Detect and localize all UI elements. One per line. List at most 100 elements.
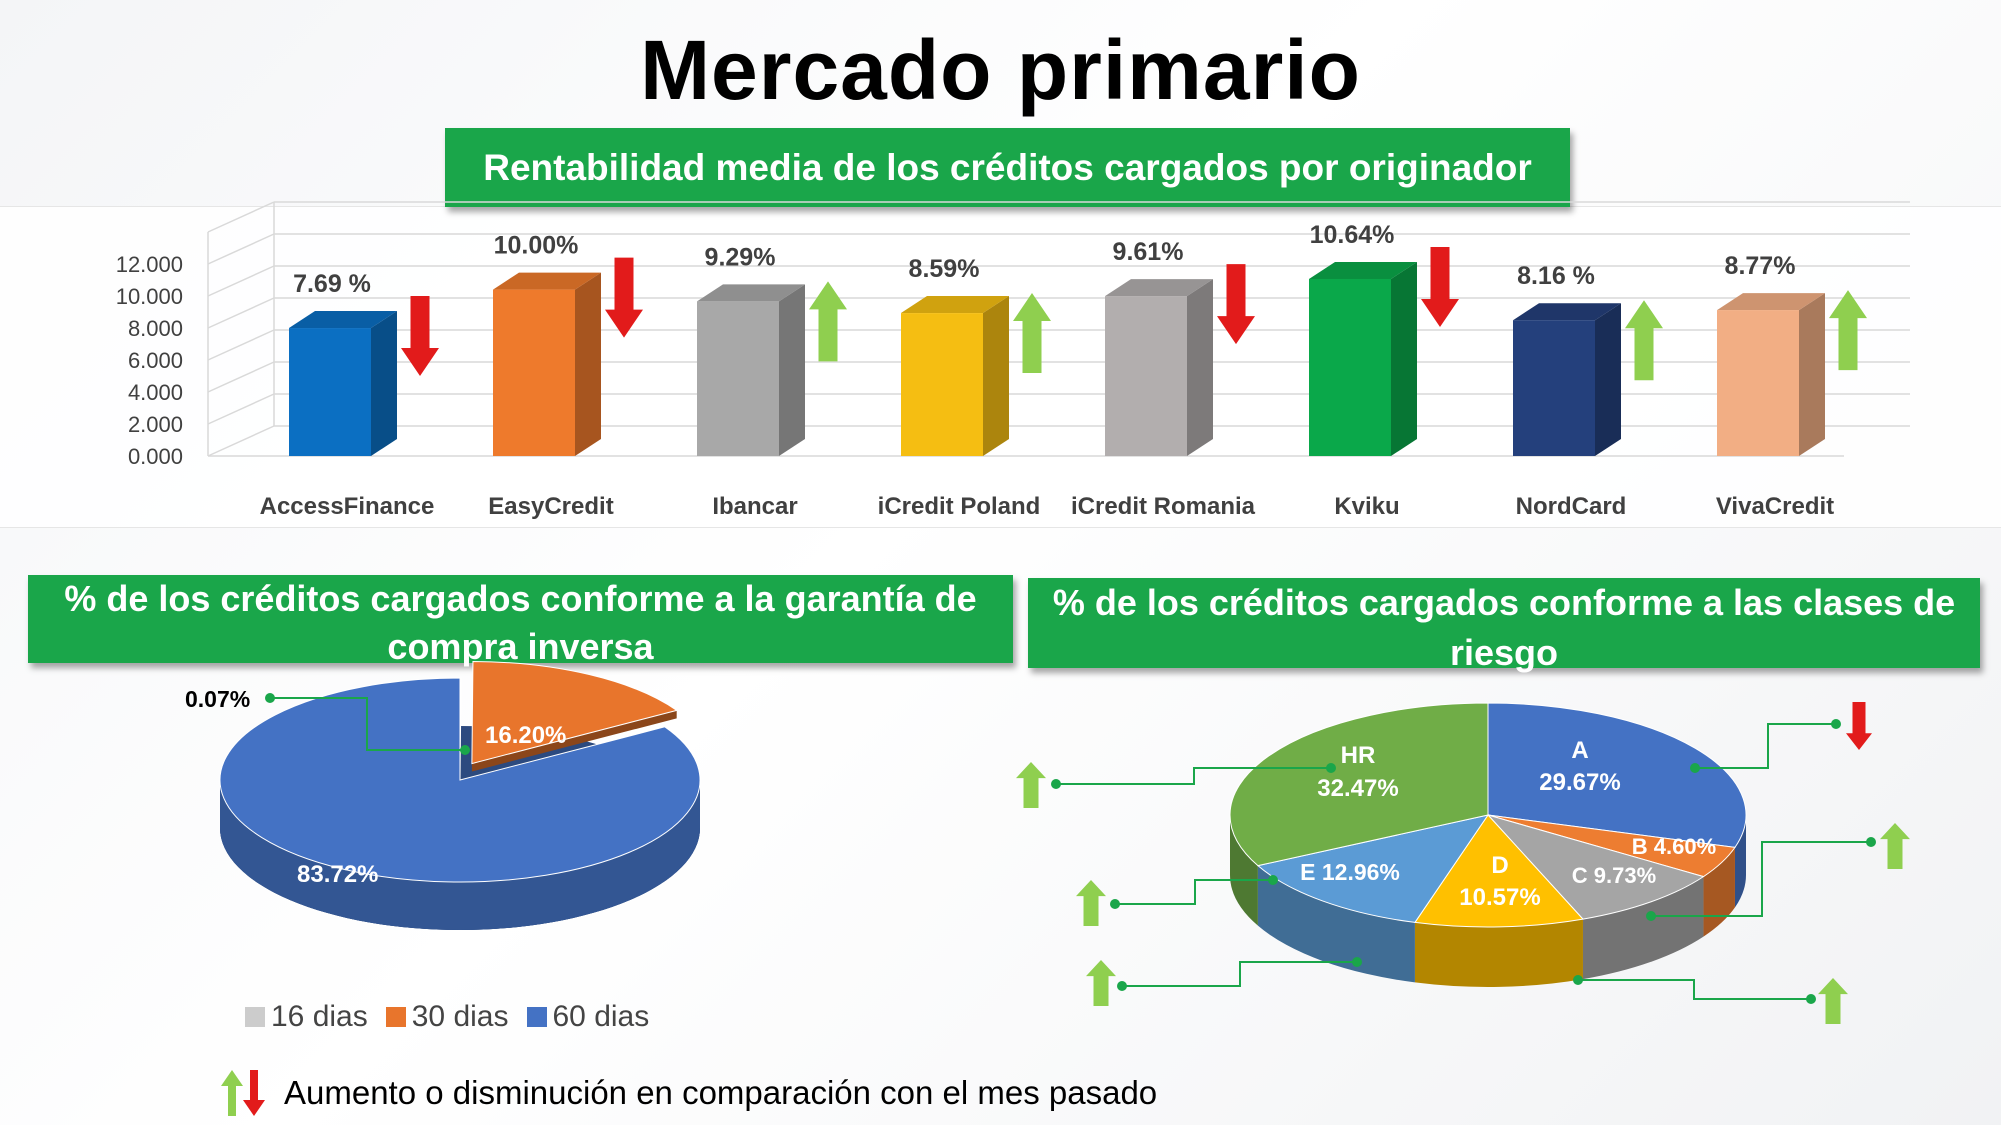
bar-value-label: 8.59% [909, 255, 980, 283]
bar-value-label: 10.64% [1310, 221, 1395, 249]
category-label: Ibancar [712, 493, 797, 520]
pie-slice [219, 677, 701, 883]
leader-line [1115, 879, 1273, 905]
gridline-diag [207, 233, 275, 265]
up-down-arrows-icon [221, 1070, 265, 1116]
trend-up-arrow-icon [1818, 978, 1848, 1024]
category-label: Kviku [1334, 493, 1399, 520]
legend-swatch [245, 1007, 265, 1027]
risk-pie: A 29.67% B 4.60% C 9.73% D 10.57% E 12.96% HR 32… [1051, 702, 1876, 1004]
trend-up-arrow-icon [1829, 290, 1867, 371]
bar [493, 289, 575, 456]
trend-down-arrow-icon [1217, 264, 1255, 345]
pie-slice-wall [1257, 865, 1415, 983]
legend-label: 60 dias [552, 1000, 650, 1033]
trend-down-arrow-icon [401, 296, 439, 377]
gridline-diag [207, 297, 275, 329]
footer-note: Aumento o disminución en comparación con… [218, 1068, 1157, 1118]
pie-slice [1256, 814, 1490, 923]
bar-side [1187, 279, 1213, 456]
risk-label-e: E 12.96% [1300, 859, 1400, 885]
bar [1513, 320, 1595, 456]
trend-up-arrow-icon [809, 281, 847, 362]
bar [1105, 296, 1187, 456]
bar-value-label: 8.77% [1725, 252, 1796, 280]
leader-line [1578, 979, 1811, 1000]
legend-item: 30 dias [385, 1000, 509, 1034]
legend-item: 60 dias [526, 1000, 650, 1034]
leader-dot [1110, 899, 1120, 909]
pie-slice-wall [1734, 815, 1746, 908]
bar-top [493, 272, 601, 290]
leader-dot [1268, 875, 1278, 885]
bar-top [1309, 261, 1417, 279]
bar-top [289, 311, 397, 329]
leader-dot [1352, 957, 1362, 967]
leader-dot [1646, 911, 1656, 921]
y-tick-label: 12.000 [116, 252, 183, 277]
page-title: Mercado primario [640, 23, 1361, 117]
y-tick-label: 10.000 [116, 284, 183, 309]
trend-up-arrow-icon [1086, 960, 1116, 1006]
bar-side [575, 272, 601, 456]
bar [1717, 310, 1799, 456]
leader-line [270, 697, 465, 751]
legend-item: 16 dias [245, 1000, 368, 1034]
bar-side [371, 311, 397, 456]
pie-slice-wall [1703, 847, 1735, 937]
risk-label-c: C 9.73% [1572, 863, 1656, 888]
pie-slice [1229, 702, 1489, 867]
gridline-diag [207, 329, 275, 361]
bar-chart: 0.000 2.000 4.000 6.000 8.000 10.000 12.000 7.6… [116, 201, 1910, 520]
bar-value-label: 9.29% [705, 243, 776, 271]
risk-label-a-name: A [1571, 737, 1588, 764]
risk-label-hr-value: 32.47% [1317, 775, 1398, 802]
bar-value-label: 9.61% [1113, 238, 1184, 266]
legend-label: 30 dias [411, 1000, 509, 1033]
bar [1309, 278, 1391, 456]
trend-down-arrow-icon [1421, 246, 1459, 327]
pie-label-60: 83.72% [297, 861, 378, 888]
risk-label-d-value: 10.57% [1459, 884, 1540, 911]
leader-dot [1806, 994, 1816, 1004]
leader-dot [1326, 763, 1336, 773]
y-tick-label: 2.000 [128, 412, 183, 437]
trend-down-arrow-icon [1846, 702, 1872, 750]
pie-slice-wall [1582, 876, 1704, 980]
bar-top [901, 296, 1009, 314]
leader-line [1651, 841, 1871, 917]
bar-value-label: 10.00% [494, 232, 579, 260]
bar-side [983, 296, 1009, 456]
y-tick-label: 0.000 [128, 444, 183, 469]
gridline-diag [207, 425, 275, 457]
leader-dot [265, 693, 275, 703]
trend-up-arrow-icon [1013, 293, 1051, 374]
guarantee-pie-legend: 16 dias 30 dias 60 dias [245, 1000, 649, 1034]
trend-up-arrow-icon [1880, 823, 1910, 869]
bar [697, 301, 779, 456]
leader-dot [1573, 975, 1583, 985]
bar-side [1391, 261, 1417, 456]
bar [901, 313, 983, 456]
pie-label-16: 0.07% [185, 686, 250, 712]
trend-up-arrow-icon [1625, 300, 1663, 381]
pie-slice-wall [1414, 919, 1583, 987]
leader-line [1122, 961, 1357, 987]
category-label: NordCard [1516, 493, 1627, 520]
gridline-diag [207, 393, 275, 425]
legend-swatch [385, 1007, 406, 1027]
leader-dot [1117, 981, 1127, 991]
bar-side [1595, 303, 1621, 456]
bar-top [1105, 279, 1213, 297]
leader-line [1056, 767, 1331, 785]
bar-value-label: 8.16 % [1517, 262, 1595, 290]
leader-line [1695, 723, 1836, 769]
trend-up-arrow-icon [1076, 880, 1106, 926]
legend-label: 16 dias [271, 1000, 368, 1033]
bar-side [779, 284, 805, 456]
leader-dot [460, 745, 470, 755]
pie-slice-edge [471, 710, 677, 772]
category-label: AccessFinance [260, 493, 435, 520]
pie-slice [471, 661, 678, 765]
trend-down-arrow-icon [605, 257, 643, 338]
